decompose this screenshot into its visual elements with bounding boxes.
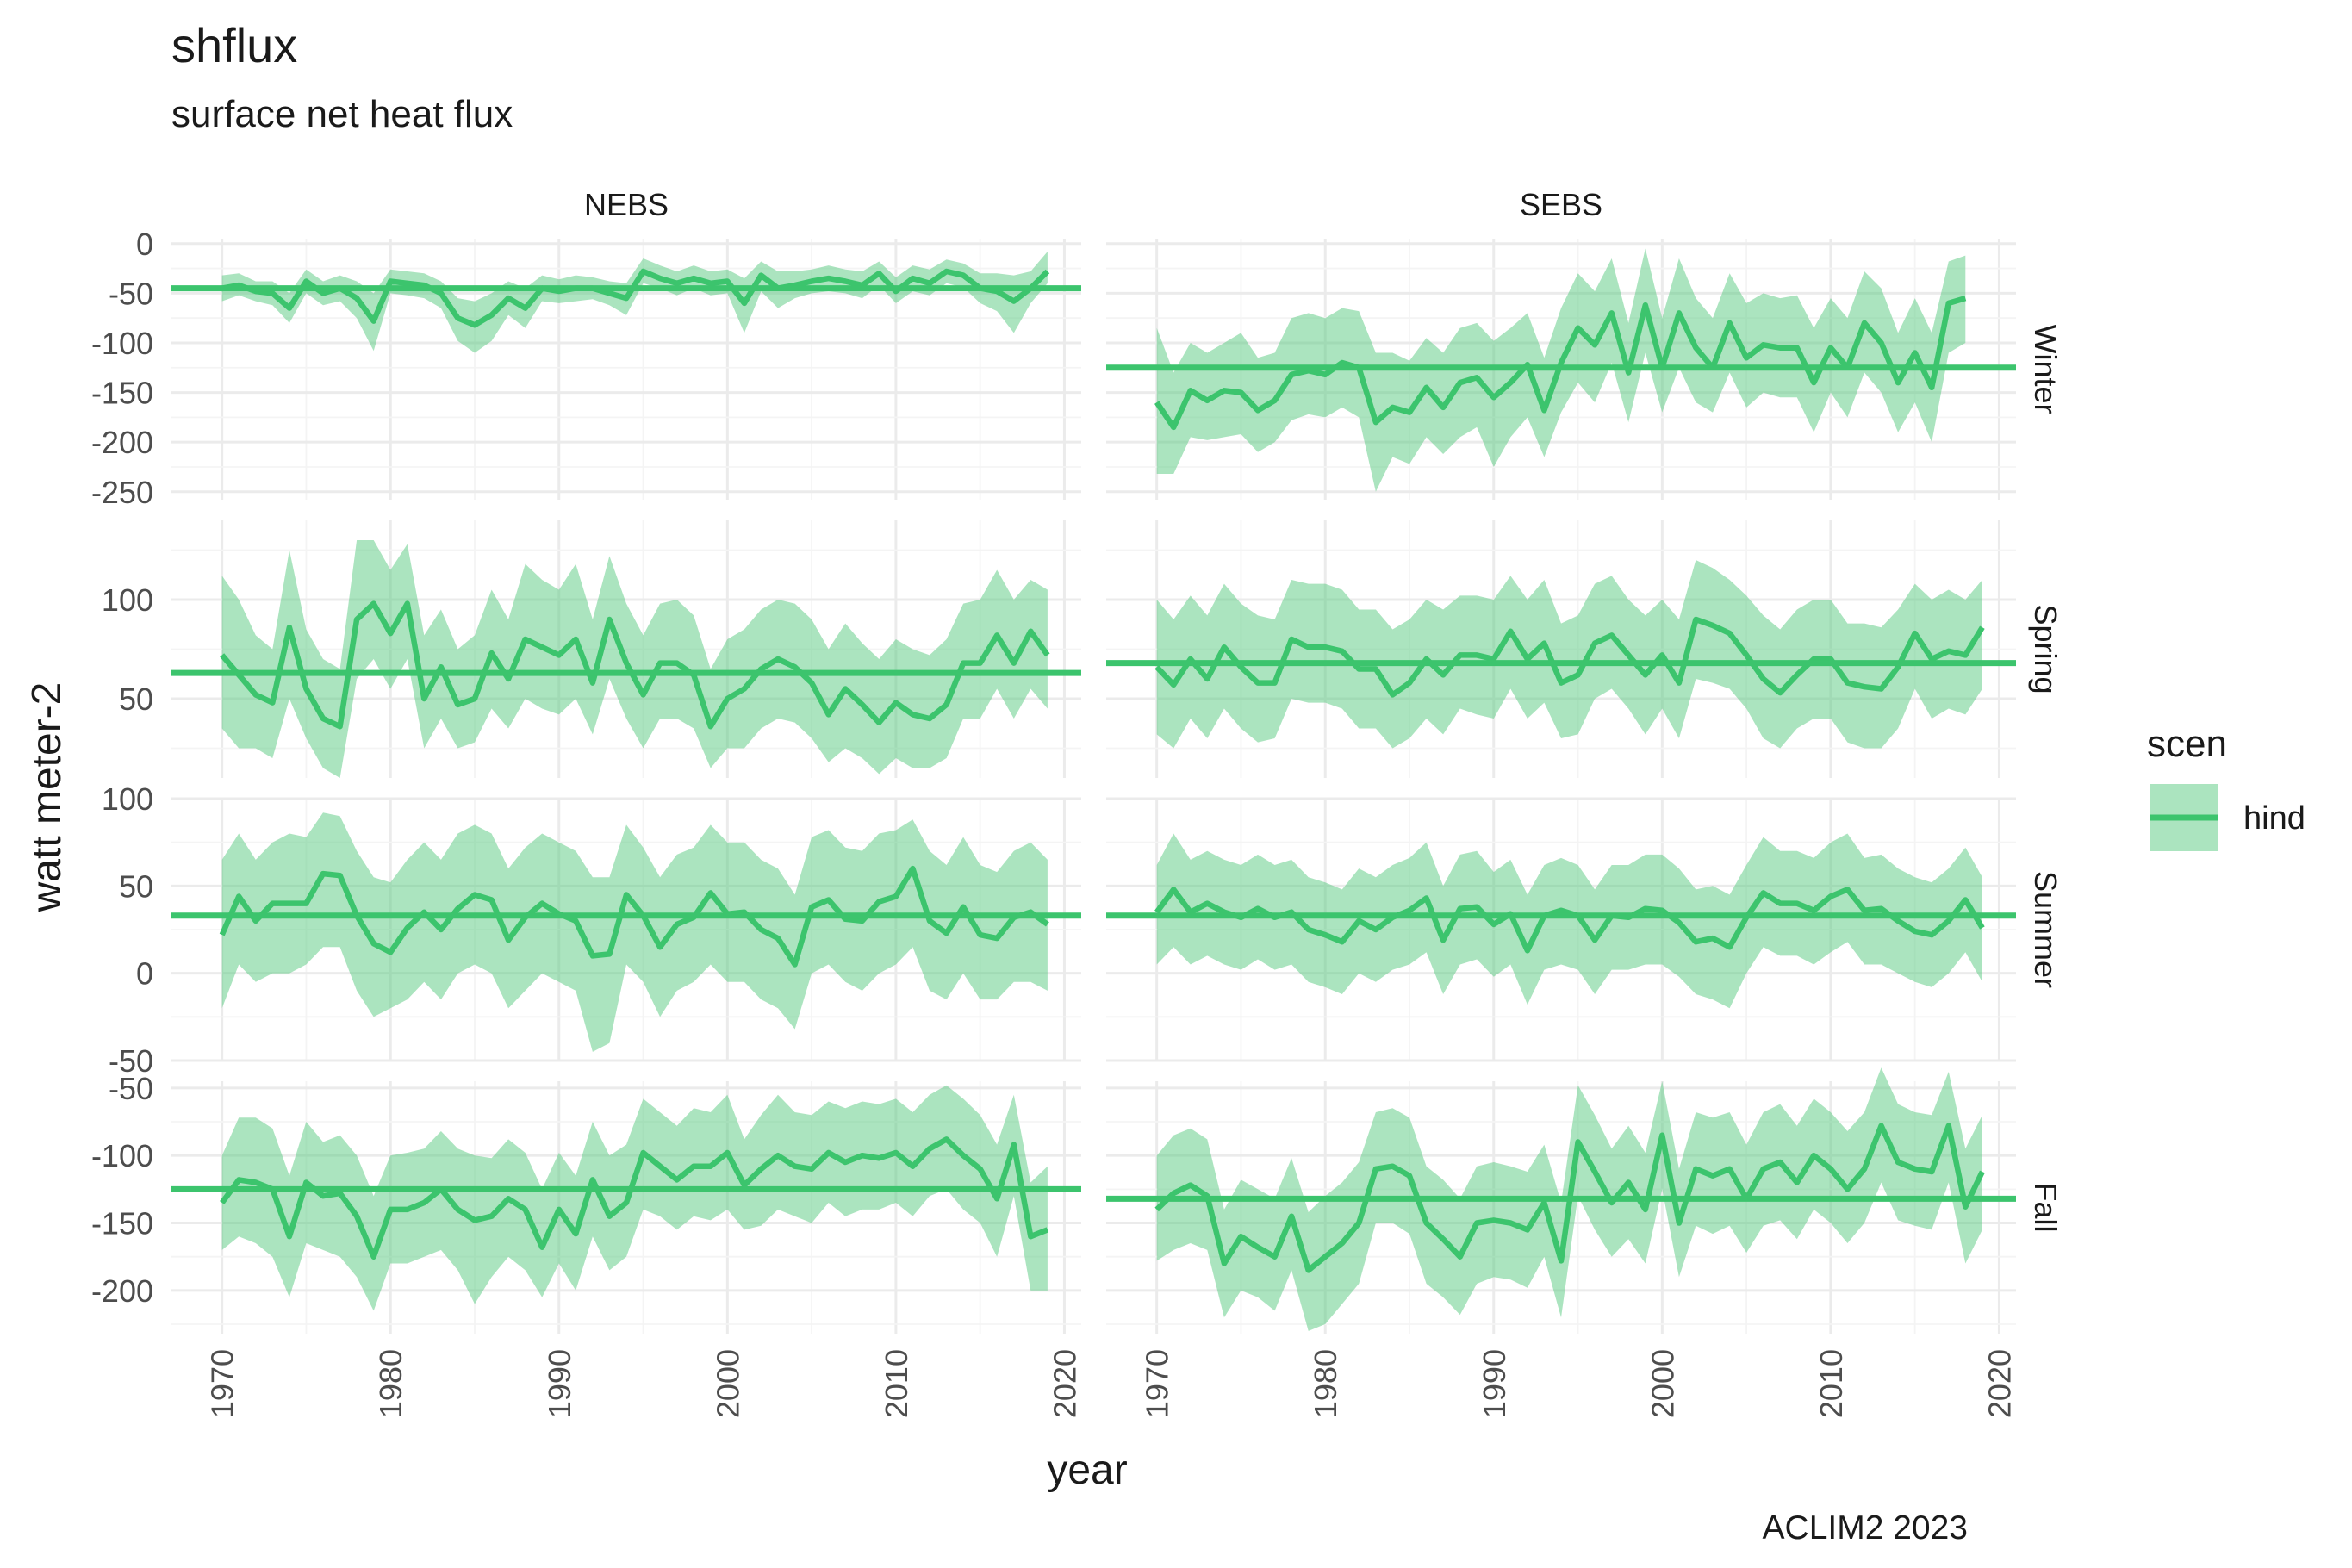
y-tick-label: -50 — [109, 1043, 153, 1079]
series-line-nebs-summer — [219, 865, 1049, 968]
x-tick-label: 1990 — [542, 1349, 577, 1418]
x-tick-label: 1990 — [1477, 1349, 1512, 1418]
y-tick-label: -150 — [91, 376, 153, 411]
y-tick-label: -200 — [91, 425, 153, 460]
legend-title: scen — [2147, 723, 2227, 765]
strip-label-row: Summer — [2028, 871, 2063, 988]
x-axis-title: year — [1047, 1447, 1127, 1493]
y-tick-label: -50 — [109, 1071, 153, 1106]
ribbon-nebs-winter — [221, 252, 1048, 353]
x-tick-label: 2010 — [1814, 1349, 1849, 1418]
x-tick-label: 1980 — [1308, 1349, 1343, 1418]
series-line-nebs-spring — [220, 600, 1050, 730]
x-tick-label: 2000 — [710, 1349, 745, 1418]
chart-title: shflux — [171, 18, 298, 72]
y-axis-title: watt meter-2 — [24, 682, 70, 913]
series-line-nebs-winter — [221, 268, 1050, 328]
ribbon-nebs-fall — [221, 1085, 1048, 1311]
strip-label-row: Spring — [2028, 604, 2063, 694]
series-line-sebs-spring — [1154, 616, 1985, 698]
ribbon-nebs-spring — [221, 540, 1048, 778]
y-tick-label: -50 — [109, 276, 153, 311]
y-tick-label: 50 — [119, 868, 153, 904]
y-tick-label: 100 — [102, 781, 153, 817]
y-tick-label: 0 — [136, 227, 153, 262]
x-tick-label: 1970 — [205, 1349, 240, 1418]
y-tick-label: 50 — [119, 681, 153, 717]
series-line-nebs-fall — [220, 1136, 1049, 1260]
strip-label-row: Winter — [2028, 324, 2063, 414]
strip-label-row: Fall — [2028, 1182, 2063, 1232]
y-tick-label: -150 — [91, 1206, 153, 1241]
x-tick-label: 1980 — [373, 1349, 408, 1418]
x-tick-label: 1970 — [1140, 1349, 1175, 1418]
chart-caption: ACLIM2 2023 — [1762, 1509, 1968, 1546]
y-tick-label: -200 — [91, 1273, 153, 1309]
x-tick-label: 2010 — [879, 1349, 914, 1418]
y-tick-label: -250 — [91, 475, 153, 510]
x-tick-label: 2000 — [1645, 1349, 1680, 1418]
ribbon-sebs-summer — [1156, 833, 1982, 1009]
y-tick-label: 100 — [102, 582, 153, 618]
y-tick-label: -100 — [91, 326, 153, 361]
x-tick-label: 2020 — [1982, 1349, 2017, 1418]
strip-label-column: NEBS — [584, 187, 669, 222]
x-tick-label: 2020 — [1047, 1349, 1082, 1418]
ribbon-sebs-spring — [1156, 560, 1982, 749]
strip-label-column: SEBS — [1520, 187, 1602, 222]
y-tick-label: 0 — [136, 956, 153, 992]
ribbon-nebs-summer — [221, 812, 1048, 1052]
y-tick-label: -100 — [91, 1138, 153, 1173]
legend-label: hind — [2243, 800, 2305, 837]
chart-subtitle: surface net heat flux — [171, 93, 513, 135]
series-line-sebs-winter — [1154, 295, 1967, 431]
